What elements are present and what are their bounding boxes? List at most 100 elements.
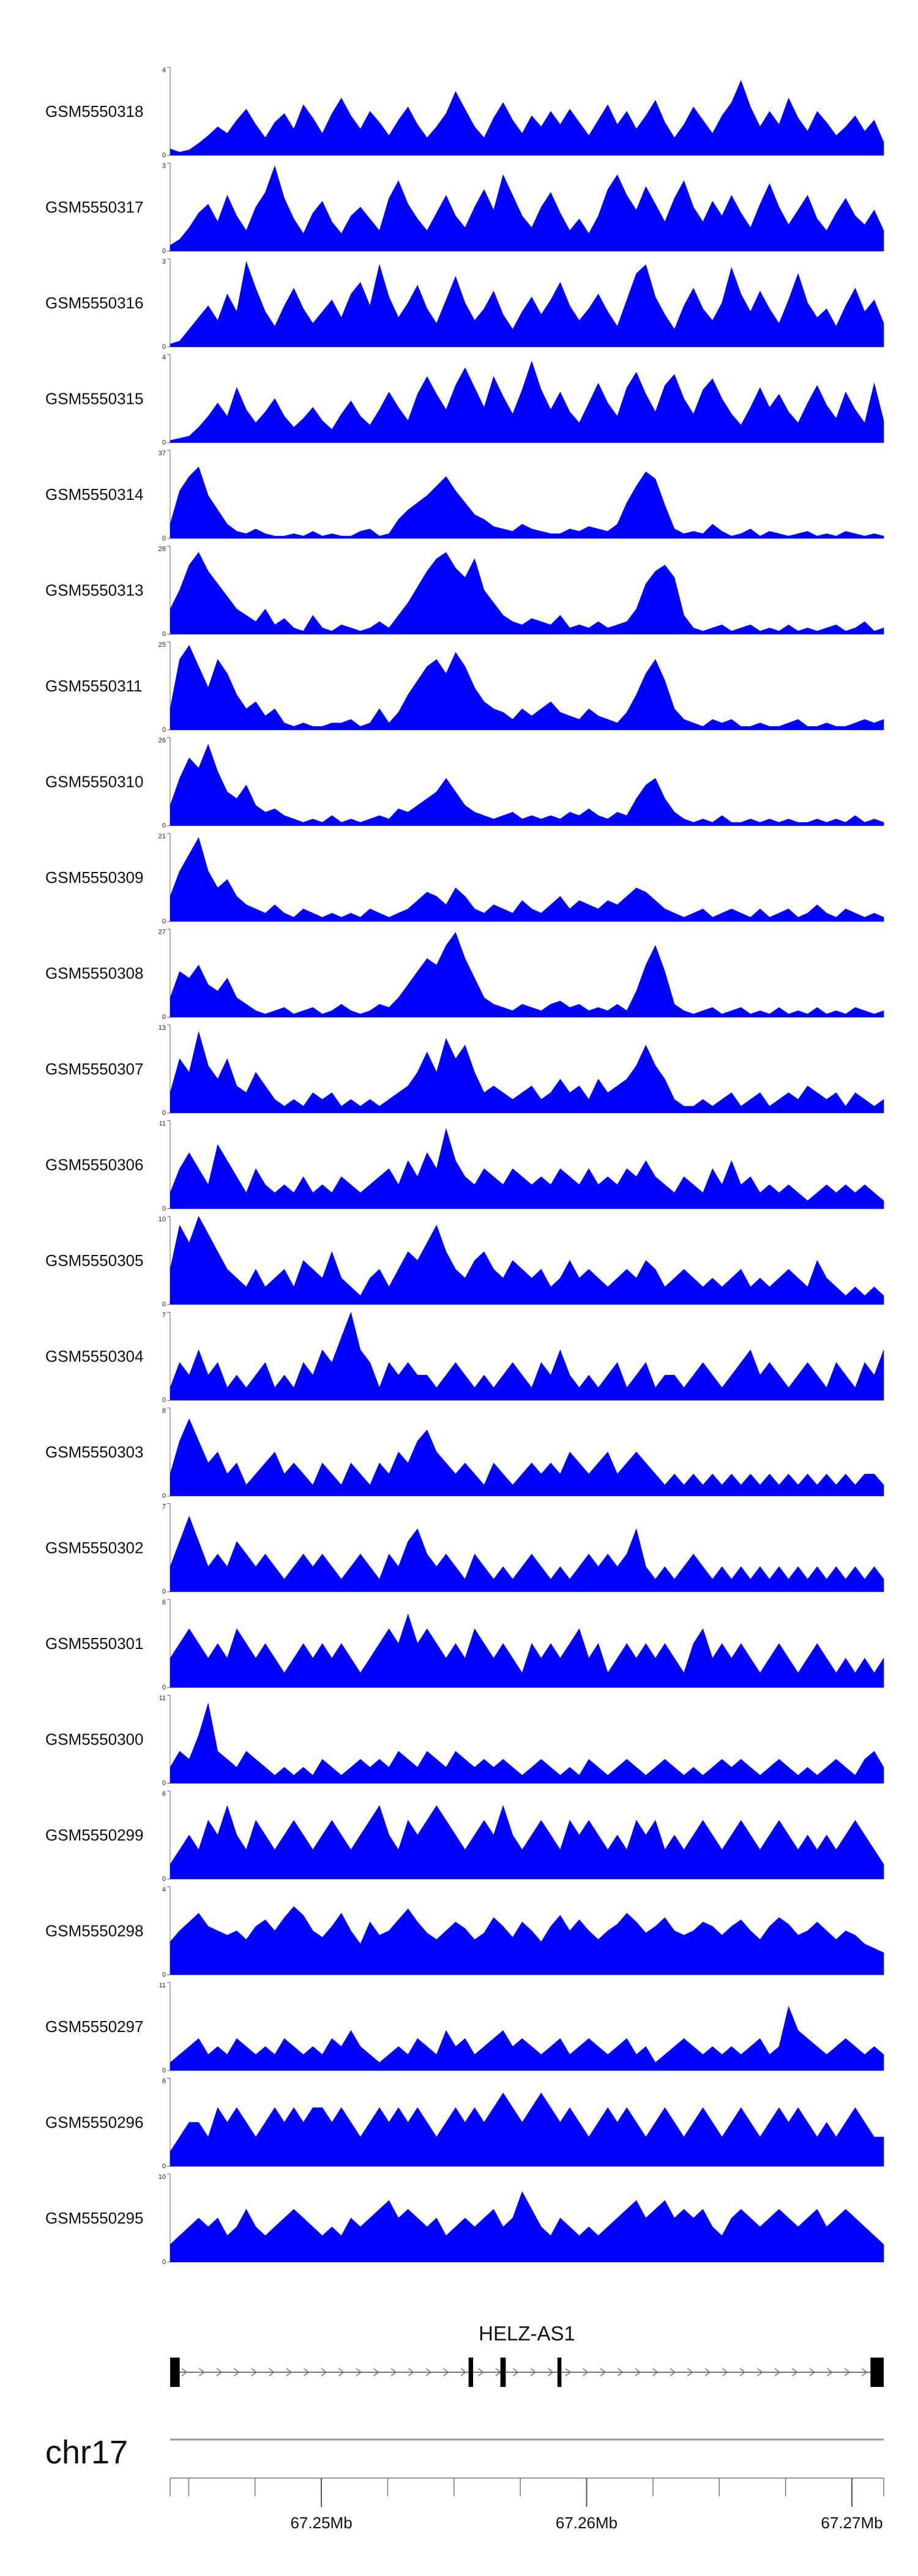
strand-arrow [321,2368,327,2377]
track-label: GSM5550299 [45,1826,143,1844]
y-axis-max-label: 27 [159,929,166,936]
strand-arrow [635,2368,641,2377]
strand-arrow [234,2368,240,2377]
strand-arrow [618,2368,624,2377]
coverage-area [170,743,884,826]
track-label: GSM5550309 [45,868,143,887]
coverage-tracks: GSM555031840GSM555031730GSM555031630GSM5… [45,67,884,2266]
coverage-area [170,837,884,922]
y-axis-zero-label: 0 [162,343,166,351]
track-label: GSM5550304 [45,1347,143,1366]
tick-label: 67.27Mb [821,2514,883,2532]
chromosome-label: chr17 [45,2434,128,2471]
gene-name-label: HELZ-AS1 [479,2322,575,2345]
strand-arrow [862,2368,868,2377]
track-GSM5550310: GSM5550310 26 0 [45,737,884,830]
track-label: GSM5550296 [45,2113,143,2132]
strand-arrow [478,2368,484,2377]
exon-block [170,2358,180,2387]
track-label: GSM5550315 [45,390,143,408]
strand-arrow [687,2368,693,2377]
coverage-area [170,2092,884,2167]
y-axis-max-label: 7 [162,1503,166,1511]
y-axis-max-label: 4 [162,354,166,362]
y-axis-max-label: 13 [159,1024,166,1032]
y-axis-zero-label: 0 [162,1588,166,1596]
y-axis-zero-label: 0 [162,2258,166,2266]
y-axis-max-label: 6 [162,1599,166,1606]
track-GSM5550308: GSM5550308 27 0 [45,929,884,1021]
track-label: GSM5550317 [45,198,143,217]
track-GSM5550313: GSM5550313 28 0 [45,546,884,638]
coverage-area [170,1906,884,1975]
y-axis-zero-label: 0 [162,1971,166,1979]
coverage-area [170,2006,884,2071]
coverage-area [170,261,884,348]
y-axis-max-label: 3 [162,258,166,266]
y-axis-zero-label: 0 [162,1492,166,1500]
y-axis-zero-label: 0 [162,2067,166,2074]
y-axis-zero-label: 0 [162,439,166,447]
track-GSM5550296: GSM5550296 6 0 [45,2078,884,2170]
track-GSM5550295: GSM5550295 10 0 [45,2173,884,2266]
coverage-area [170,80,884,156]
coverage-area [170,1614,884,1688]
track-label: GSM5550303 [45,1443,143,1461]
y-axis-max-label: 6 [162,2078,166,2085]
coverage-area [170,1216,884,1305]
coverage-area [170,2191,884,2263]
y-axis-max-label: 28 [159,546,166,553]
y-axis-max-label: 10 [159,2173,166,2181]
strand-arrow [443,2368,449,2377]
track-label: GSM5550314 [45,485,143,504]
track-GSM5550306: GSM5550306 11 0 [45,1120,884,1213]
strand-arrow [530,2368,537,2377]
strand-arrow [425,2368,432,2377]
strand-arrow [774,2368,781,2377]
strand-arrow [844,2368,851,2377]
coverage-area [170,1311,884,1401]
y-axis-max-label: 25 [159,641,166,649]
coverage-area [170,1418,884,1497]
strand-arrow [304,2368,310,2377]
y-axis-max-label: 8 [162,1407,166,1415]
track-label: GSM5550298 [45,1922,143,1940]
track-GSM5550297: GSM5550297 11 0 [45,1982,884,2074]
strand-arrow [722,2368,728,2377]
y-axis-max-label: 11 [159,1982,166,1989]
y-axis-max-label: 11 [159,1695,166,1702]
strand-arrow [757,2368,763,2377]
coverage-area [170,1128,884,1209]
track-label: GSM5550316 [45,294,143,312]
strand-arrow [704,2368,711,2377]
y-axis-zero-label: 0 [162,726,166,734]
track-GSM5550298: GSM5550298 4 0 [45,1886,884,1979]
strand-arrow [600,2368,606,2377]
track-label: GSM5550318 [45,102,143,121]
y-axis-zero-label: 0 [162,535,166,542]
track-GSM5550318: GSM5550318 4 0 [45,67,884,159]
track-label: GSM5550306 [45,1156,143,1174]
track-GSM5550299: GSM5550299 6 0 [45,1790,884,1883]
coverage-area [170,165,884,251]
strand-arrow [408,2368,414,2377]
strand-arrow [652,2368,659,2377]
coverage-area [170,466,884,539]
strand-arrow [739,2368,746,2377]
track-label: GSM5550311 [45,677,143,695]
y-axis-zero-label: 0 [162,1875,166,1883]
coverage-area [170,1516,884,1592]
strand-arrow [809,2368,816,2377]
y-axis-max-label: 3 [162,163,166,170]
strand-arrow [792,2368,798,2377]
y-axis-zero-label: 0 [162,822,166,830]
strand-arrow [286,2368,293,2377]
strand-arrow [269,2368,275,2377]
strand-arrow [670,2368,676,2377]
strand-arrow [338,2368,345,2377]
track-GSM5550305: GSM5550305 10 0 [45,1216,884,1308]
strand-arrow [827,2368,833,2377]
track-GSM5550311: GSM5550311 25 0 [45,641,884,734]
strand-arrow [216,2368,223,2377]
track-GSM5550303: GSM5550303 8 0 [45,1407,884,1500]
